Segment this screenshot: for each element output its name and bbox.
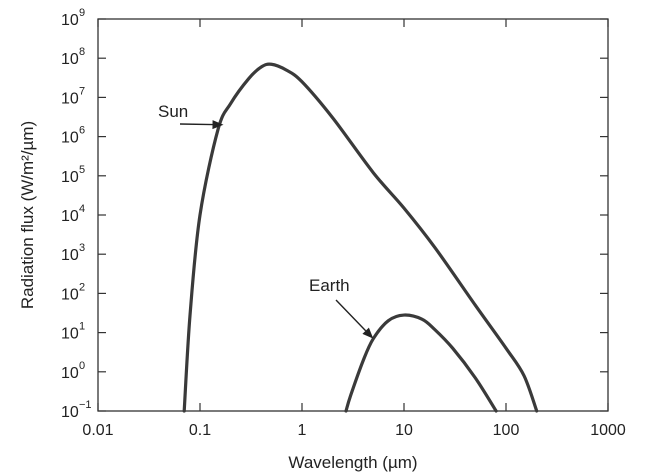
y-tick-base: 10	[61, 404, 79, 421]
y-tick-base: 10	[61, 51, 79, 68]
y-tick-label: 10 8	[61, 46, 85, 68]
x-axis-label: Wavelength (µm)	[288, 453, 417, 472]
y-tick-exponent: 6	[79, 125, 85, 137]
earth-annotation: Earth	[309, 276, 374, 339]
x-tick-label: 0.1	[189, 422, 211, 439]
y-tick-base: 10	[61, 247, 79, 264]
series-layer	[182, 62, 539, 413]
y-tick-base: 10	[61, 286, 79, 303]
y-tick-label: 10 5	[61, 164, 85, 186]
y-tick-label: 10 3	[61, 242, 85, 264]
annotation-arrow-line	[179, 123, 213, 126]
sun-annotation: Sun	[158, 102, 224, 130]
y-tick-label: 10 9	[61, 7, 85, 29]
sun-curve	[182, 62, 539, 413]
y-tick-label: 10 4	[61, 203, 85, 225]
y-tick-exponent: 1	[79, 321, 85, 333]
y-tick-label: 10 2	[61, 281, 85, 303]
y-tick-label: 10 1	[61, 321, 85, 343]
y-tick-exponent: −1	[79, 399, 92, 411]
annotations: Sun Earth	[158, 102, 374, 339]
y-tick-exponent: 4	[79, 203, 85, 215]
y-tick-exponent: 7	[79, 85, 85, 97]
y-tick-exponent: 2	[79, 281, 85, 293]
plot-frame	[97, 18, 609, 412]
x-tick-label: 0.01	[82, 422, 113, 439]
y-tick-label: 10 0	[61, 360, 85, 382]
y-tick-exponent: 0	[79, 360, 85, 372]
plot-area	[97, 18, 609, 412]
x-tick-label: 100	[493, 422, 520, 439]
annotation-label: Earth	[309, 276, 350, 295]
y-tick-base: 10	[61, 130, 79, 147]
arrow-head-icon	[212, 120, 224, 130]
y-tick-label: 10 7	[61, 85, 85, 107]
y-tick-exponent: 5	[79, 164, 85, 176]
y-tick-label: 10 6	[61, 125, 85, 147]
annotation-arrow-line	[335, 299, 367, 332]
annotation-label: Sun	[158, 102, 188, 121]
y-tick-exponent: 9	[79, 7, 85, 19]
y-tick-base: 10	[61, 365, 79, 382]
x-axis: 0.01 0.1 1 10 100 1000	[82, 19, 626, 439]
y-tick-base: 10	[61, 90, 79, 107]
y-tick-base: 10	[61, 12, 79, 29]
y-tick-base: 10	[61, 169, 79, 186]
x-tick-label: 1	[298, 422, 307, 439]
y-tick-exponent: 3	[79, 242, 85, 254]
earth-curve	[344, 313, 498, 413]
arrow-head-icon	[362, 327, 374, 339]
x-tick-label: 10	[395, 422, 413, 439]
y-tick-label: 10 −1	[61, 399, 92, 421]
y-tick-base: 10	[61, 208, 79, 225]
y-tick-base: 10	[61, 326, 79, 343]
x-tick-label: 1000	[590, 422, 626, 439]
y-axis-label: Radiation flux (W/m²/µm)	[18, 121, 37, 309]
y-tick-exponent: 8	[79, 46, 85, 58]
